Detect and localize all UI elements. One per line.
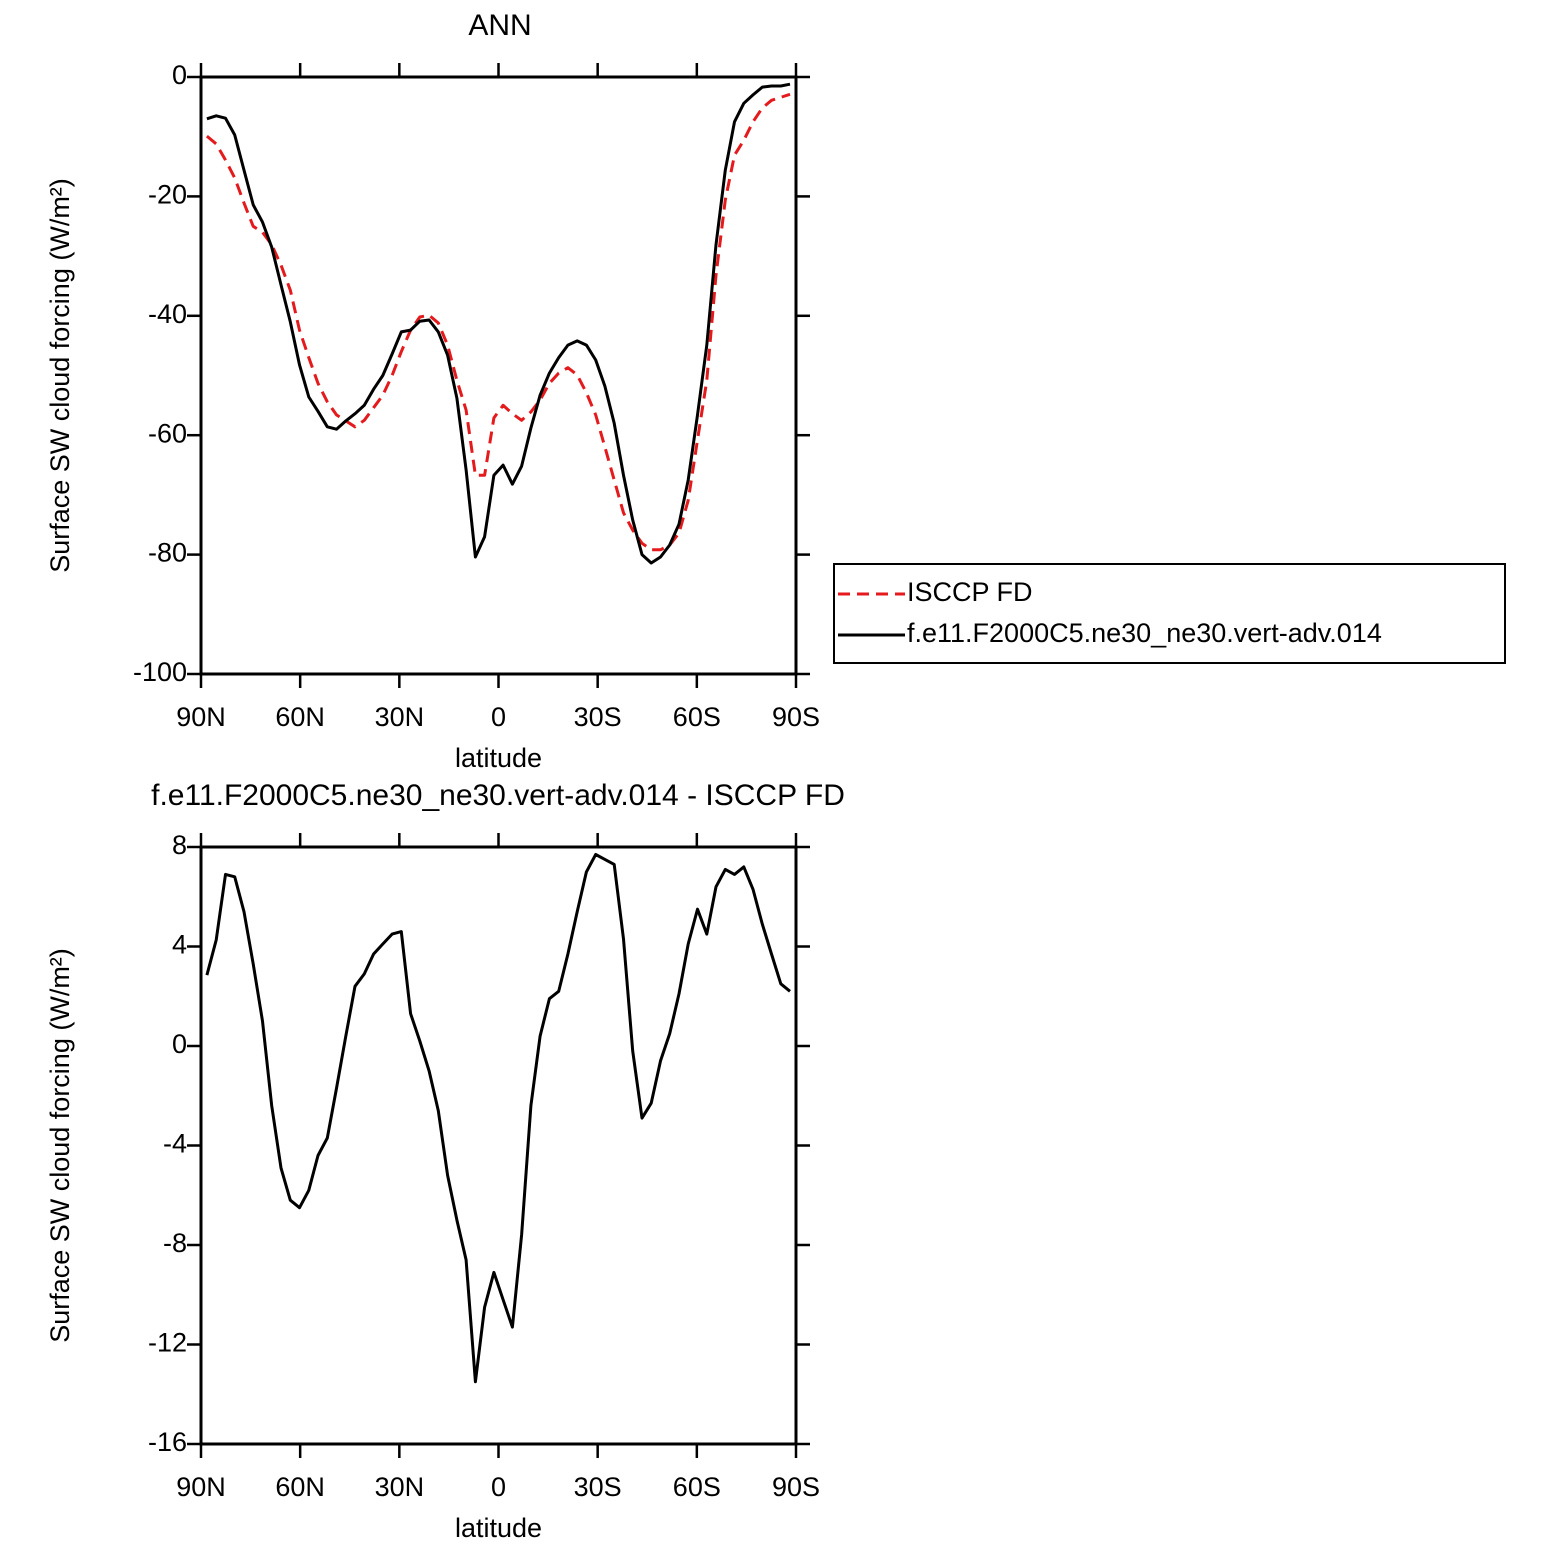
y-tick-label: -20 <box>148 180 187 210</box>
y-tick-label: -100 <box>133 657 187 687</box>
x-tick-label: 60S <box>673 702 721 732</box>
x-axis-label: latitude <box>455 1513 542 1543</box>
x-tick-label: 30S <box>574 1472 622 1502</box>
x-tick-label: 60S <box>673 1472 721 1502</box>
y-tick-label: -16 <box>148 1427 187 1457</box>
plot-frame <box>199 75 798 676</box>
y-tick-label: -40 <box>148 299 187 329</box>
x-tick-label: 60N <box>275 702 325 732</box>
plot-frame <box>199 845 798 1446</box>
legend-box <box>833 563 1506 664</box>
x-tick-label: 0 <box>491 702 506 732</box>
y-axis-label: Surface SW cloud forcing (W/m²) <box>45 178 75 573</box>
y-tick-label: 8 <box>172 830 187 860</box>
chart-title: f.e11.F2000C5.ne30_ne30.vert-adv.014 - I… <box>151 779 845 812</box>
y-tick-label: -8 <box>163 1228 187 1258</box>
legend-label: ISCCP FD <box>907 577 1033 607</box>
x-axis-label: latitude <box>455 743 542 773</box>
y-tick-label: -60 <box>148 418 187 448</box>
legend-label: f.e11.F2000C5.ne30_ne30.vert-adv.014 <box>907 618 1382 648</box>
x-tick-label: 30N <box>375 1472 425 1502</box>
y-tick-label: -12 <box>148 1328 187 1358</box>
y-tick-label: -80 <box>148 538 187 568</box>
x-tick-label: 30N <box>375 702 425 732</box>
y-axis-label: Surface SW cloud forcing (W/m²) <box>45 948 75 1343</box>
chart-title: ANN <box>468 9 531 42</box>
data-line <box>205 92 791 552</box>
x-tick-label: 60N <box>275 1472 325 1502</box>
y-tick-label: 0 <box>172 60 187 90</box>
data-line <box>205 853 791 1384</box>
y-tick-label: -4 <box>163 1129 187 1159</box>
x-tick-label: 90S <box>772 1472 820 1502</box>
data-line <box>206 82 791 565</box>
x-tick-label: 0 <box>491 1472 506 1502</box>
y-tick-label: 4 <box>172 930 187 960</box>
x-tick-label: 90N <box>176 1472 226 1502</box>
x-tick-label: 90N <box>176 702 226 732</box>
x-tick-label: 30S <box>574 702 622 732</box>
x-tick-label: 90S <box>772 702 820 732</box>
y-tick-label: 0 <box>172 1029 187 1059</box>
